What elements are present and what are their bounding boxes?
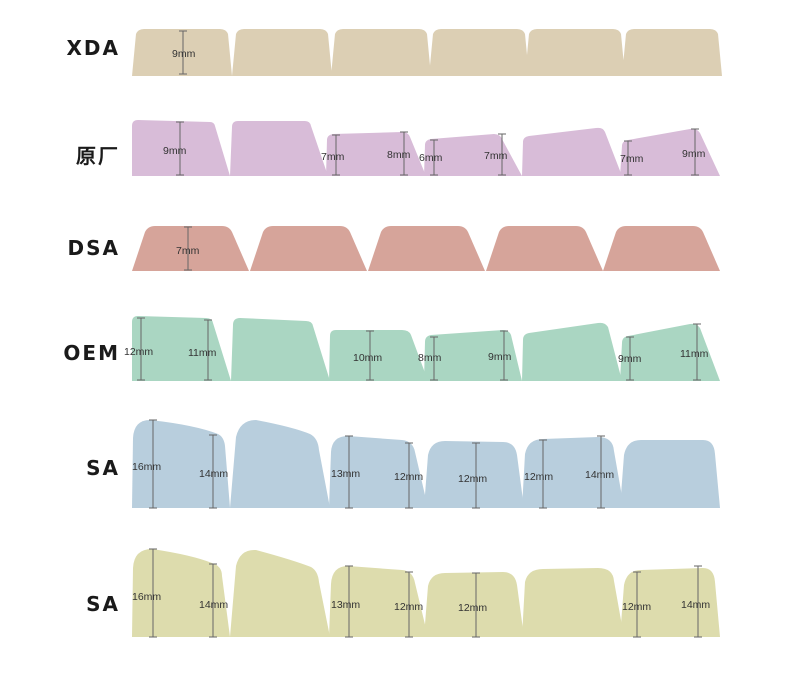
keycap-shape [329,436,428,508]
keycap-shape [232,29,332,76]
dimension-label: 12mm [124,346,153,358]
dimension-label: 8mm [387,149,411,161]
dimension-label: 12mm [524,471,553,483]
keycap-shape [329,330,428,381]
dimension-label: 13mm [331,599,360,611]
dimension-label: 12mm [394,601,423,613]
keycap-shape [603,226,720,271]
keycap-shape [622,29,722,76]
dimension-label: 14mm [199,468,228,480]
dimension-label: 12mm [394,471,423,483]
row-label-sa-1: SA [86,456,120,480]
keycap-shape [424,441,524,508]
keycap-shape [424,134,522,176]
dimension-label: 14mm [681,599,710,611]
keycap-row: 9mm [132,29,722,76]
keycap-shape [368,226,485,271]
dimension-label: 11mm [680,348,709,360]
dimension-label: 7mm [321,151,345,163]
keycap-row: 16mm 14mm 13mm 12mm 12mm 12mm 14mm [132,548,720,638]
dimension-label: 9mm [172,48,196,60]
keycap-shape [522,322,622,381]
keycap-shape [522,568,624,637]
dimension-label: 9mm [163,145,187,157]
dimension-label: 7mm [176,245,200,257]
keycap-shape [250,226,367,271]
keycap-shape [230,549,330,637]
dimension-label: 12mm [458,602,487,614]
keycap-shape [522,437,624,508]
keycap-shape [230,420,330,508]
dimension-label: 7mm [620,153,644,165]
keycap-shape [132,29,232,76]
dimension-label: 9mm [488,351,512,363]
row-label-sa-2: SA [86,592,120,616]
keycap-shape [424,572,524,637]
dimension-label: 10mm [353,352,382,364]
row-label-oem: OEM [63,341,120,365]
dimension-label: 14mm [199,599,228,611]
keycap-shape [132,420,230,508]
dimension-label: 16mm [132,461,161,473]
row-label-dsa: DSA [67,236,120,260]
keycap-shape [525,29,625,76]
keycap-shape [486,226,603,271]
dimension-label: 9mm [682,148,706,160]
keycap-row: 9mm 7mm 8mm 6mm 7mm 7mm 9mm [132,120,720,176]
keycap-shape [132,316,231,381]
dimension-label: 7mm [484,150,508,162]
keycap-row: 12mm 11mm 10mm 8mm 9mm 9mm 11mm [124,316,720,381]
keycap-shape [620,568,720,637]
keycap-shape [132,120,230,176]
keycap-shape [326,132,426,176]
dimension-label: 14mm [585,469,614,481]
keycap-shape [132,226,249,271]
keycap-shape [522,127,622,176]
dimension-label: 11mm [188,347,217,359]
keycap-shape [620,440,720,508]
dimension-label: 13mm [331,468,360,480]
keycap-shape [231,318,330,381]
keycap-shape [230,121,328,176]
keycap-shape [429,29,529,76]
dimension-label: 12mm [458,473,487,485]
keycap-shape [132,549,230,637]
dimension-label: 8mm [418,352,442,364]
keycap-row: 7mm [132,226,720,271]
dimension-label: 16mm [132,591,161,603]
keycap-shape [424,330,522,381]
dimension-label: 12mm [622,601,651,613]
keycap-shape [331,29,431,76]
row-label-xda: XDA [66,36,120,60]
dimension-label: 9mm [618,353,642,365]
keycap-shape [329,566,428,637]
keycap-row: 16mm 14mm 13mm 12mm 12mm 12mm 14mm [132,419,720,509]
keycap-shape [620,323,720,381]
row-label-oem-factory: 原厂 [76,144,120,168]
dimension-label: 6mm [419,152,443,164]
